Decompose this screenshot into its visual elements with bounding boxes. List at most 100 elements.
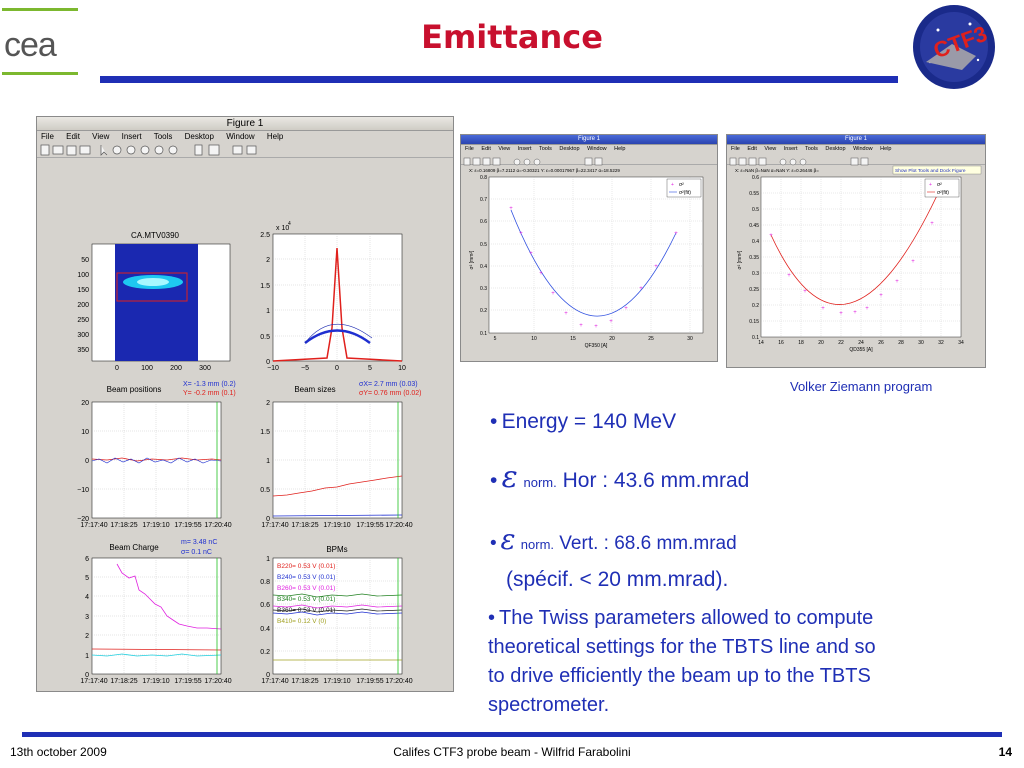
svg-text:0: 0 — [335, 365, 339, 372]
svg-text:+: + — [879, 293, 883, 299]
print-icon[interactable] — [79, 145, 91, 155]
svg-text:0.15: 0.15 — [749, 319, 759, 325]
svg-text:0.45: 0.45 — [749, 223, 759, 229]
epsilon-symbol: ε — [500, 523, 516, 556]
svg-text:26: 26 — [878, 340, 884, 346]
zoom-in-icon[interactable] — [779, 158, 787, 166]
print-icon[interactable] — [492, 157, 501, 166]
svg-text:34: 34 — [958, 340, 964, 346]
horizontal-scan-plot: X: ε=0.16809 β=7.2112 α=-0.30321 Y: ε=0.… — [469, 168, 704, 349]
menu-edit[interactable]: Edit — [66, 132, 80, 141]
menu-file[interactable]: File — [465, 146, 474, 152]
menu-desktop[interactable]: Desktop — [184, 132, 214, 141]
svg-text:+: + — [579, 323, 583, 329]
menu-tools[interactable]: Tools — [804, 146, 818, 152]
menu-desktop[interactable]: Desktop — [825, 146, 846, 152]
window-title[interactable]: Figure 1 — [461, 135, 717, 145]
svg-text:1: 1 — [266, 308, 270, 315]
beam-charge-title: Beam Charge — [109, 543, 159, 552]
fit-readout: X: ε=0.16809 β=7.2112 α=-0.30321 Y: ε=0.… — [469, 168, 620, 173]
svg-text:17:20:40: 17:20:40 — [385, 522, 412, 529]
legend-icon[interactable] — [208, 144, 220, 156]
zoom-out-icon[interactable] — [523, 158, 531, 166]
bpm-yticks: 1 0.8 0.6 0.4 0.2 0 — [260, 556, 270, 679]
new-icon[interactable] — [729, 157, 737, 166]
svg-text:50: 50 — [81, 257, 89, 264]
colorbar-icon[interactable] — [850, 157, 859, 166]
svg-text:300: 300 — [77, 332, 89, 339]
pointer-icon[interactable] — [100, 145, 108, 156]
menu-view[interactable]: View — [498, 146, 511, 152]
menu-insert[interactable]: Insert — [121, 132, 142, 141]
pan-icon[interactable] — [799, 158, 807, 166]
legend-box — [666, 178, 702, 198]
menu-window[interactable]: Window — [587, 146, 607, 152]
save-icon[interactable] — [482, 157, 491, 166]
menu-edit[interactable]: Edit — [481, 146, 491, 152]
print-icon[interactable] — [758, 157, 767, 166]
colorbar-icon[interactable] — [584, 157, 593, 166]
menu-tools[interactable]: Tools — [153, 132, 173, 141]
save-icon[interactable] — [66, 145, 77, 156]
menu-bar: File Edit View Insert Tools Desktop Wind… — [461, 145, 717, 154]
main-figure-plots: CA.MTV0390 50 100 150 200 250 300 350 0 … — [77, 221, 421, 685]
zoom-in-icon[interactable] — [112, 145, 122, 155]
menu-edit[interactable]: Edit — [747, 146, 757, 152]
menu-desktop[interactable]: Desktop — [559, 146, 580, 152]
menu-view[interactable]: View — [92, 132, 110, 141]
new-icon[interactable] — [40, 144, 50, 156]
zoom-out-icon[interactable] — [126, 145, 136, 155]
svg-text:30: 30 — [918, 340, 924, 346]
new-icon[interactable] — [463, 157, 471, 166]
show-plot-tools-icon[interactable] — [246, 145, 257, 155]
svg-text:B360= 0.53 V (0.01): B360= 0.53 V (0.01) — [277, 607, 335, 614]
svg-text:0.2: 0.2 — [260, 649, 270, 656]
pan-icon[interactable] — [533, 158, 541, 166]
svg-text:0.5: 0.5 — [480, 242, 487, 248]
svg-text:17:19:55: 17:19:55 — [174, 522, 201, 529]
svg-text:+: + — [930, 221, 934, 227]
menu-tools[interactable]: Tools — [538, 146, 552, 152]
legend-icon[interactable] — [594, 157, 603, 166]
save-icon[interactable] — [748, 157, 757, 166]
menu-help[interactable]: Help — [614, 146, 626, 152]
svg-text:−10: −10 — [77, 487, 89, 494]
svg-text:0.5: 0.5 — [260, 487, 270, 494]
svg-text:σ²: σ² — [679, 182, 684, 188]
svg-text:0.55: 0.55 — [749, 191, 759, 197]
rotate-icon[interactable] — [154, 145, 164, 155]
menu-help[interactable]: Help — [266, 132, 284, 141]
pan-icon[interactable] — [140, 145, 150, 155]
svg-text:250: 250 — [77, 317, 89, 324]
menu-insert[interactable]: Insert — [783, 146, 798, 152]
show-plot-tools-icon[interactable] — [860, 157, 869, 166]
menu-help[interactable]: Help — [880, 146, 892, 152]
menu-window[interactable]: Window — [853, 146, 873, 152]
figure-toolbar — [461, 154, 717, 166]
data-cursor-icon[interactable] — [168, 145, 178, 155]
svg-text:17:19:55: 17:19:55 — [356, 522, 383, 529]
open-icon[interactable] — [52, 145, 64, 155]
svg-text:1.5: 1.5 — [260, 283, 270, 290]
menu-insert[interactable]: Insert — [517, 146, 532, 152]
svg-text:1: 1 — [85, 653, 89, 660]
window-title[interactable]: Figure 1 — [727, 135, 985, 145]
open-icon[interactable] — [738, 157, 747, 166]
main-figure-window: Figure 1 File Edit View Insert Tools Des… — [36, 116, 454, 692]
fit-curve — [770, 186, 942, 305]
hide-plot-tools-icon[interactable] — [232, 145, 243, 155]
svg-text:3: 3 — [85, 614, 89, 621]
open-icon[interactable] — [472, 157, 481, 166]
zoom-in-icon[interactable] — [513, 158, 521, 166]
menu-window[interactable]: Window — [226, 132, 255, 141]
svg-text:0.4: 0.4 — [752, 239, 759, 245]
menu-file[interactable]: File — [41, 132, 54, 141]
window-title[interactable]: Figure 1 — [37, 117, 453, 131]
svg-text:+: + — [519, 231, 523, 237]
menu-file[interactable]: File — [731, 146, 740, 152]
vertical-scan-plot: X: ε=NaN β=NaN α=NaN Y: ε=0.26446 β= Sho… — [735, 165, 982, 353]
zoom-out-icon[interactable] — [789, 158, 797, 166]
menu-view[interactable]: View — [764, 146, 777, 152]
charge-yticks: 6 5 4 3 2 1 0 — [85, 556, 89, 679]
colorbar-icon[interactable] — [194, 144, 203, 156]
